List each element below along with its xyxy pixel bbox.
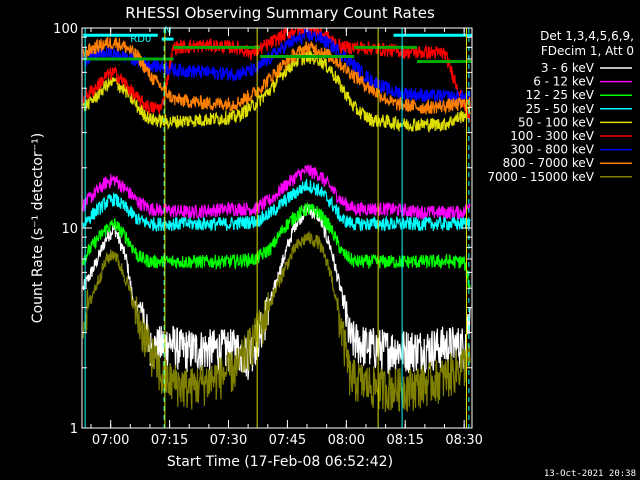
- series-line-7: [82, 36, 471, 115]
- legend-label-4: 50 - 100 keV: [518, 115, 595, 129]
- annotation-layer: RD0 N: [130, 25, 171, 45]
- series-line-5: [82, 28, 471, 122]
- series-line-4: [82, 50, 471, 134]
- y-axis-label: Count Rate (s⁻¹ detector⁻¹): [30, 133, 46, 323]
- legend-header-line-1: Det 1,3,4,5,6,9,: [540, 29, 634, 43]
- series-line-2: [82, 201, 471, 290]
- x-tick-label-0: 07:00: [92, 433, 129, 448]
- x-axis-label: Start Time (17-Feb-08 06:52:42): [167, 454, 393, 470]
- series-6: [82, 28, 471, 104]
- series-layer: [82, 28, 471, 413]
- series-2: [82, 201, 471, 290]
- series-4: [82, 50, 471, 134]
- x-tick-label-3: 07:45: [269, 433, 306, 448]
- footer-timestamp: 13-Oct-2021 20:38: [544, 469, 636, 479]
- legend-header-line-2: FDecim 1, Att 0: [541, 44, 634, 58]
- x-tick-label-6: 08:30: [445, 433, 482, 448]
- series-line-0: [82, 204, 471, 380]
- series-line-8: [82, 231, 471, 413]
- legend-label-8: 7000 - 15000 keV: [487, 170, 594, 184]
- series-line-6: [82, 28, 471, 104]
- chart-title: RHESSI Observing Summary Count Rates: [125, 4, 435, 22]
- y-tick-label-1: 10: [61, 222, 78, 237]
- legend-label-1: 6 - 12 keV: [533, 75, 595, 89]
- legend: Det 1,3,4,5,6,9, FDecim 1, Att 0 3 - 6 k…: [487, 29, 634, 184]
- legend-label-7: 800 - 7000 keV: [503, 156, 595, 170]
- series-1: [82, 163, 471, 220]
- series-3: [82, 178, 471, 233]
- legend-label-0: 3 - 6 keV: [541, 61, 595, 75]
- legend-label-6: 300 - 800 keV: [510, 143, 594, 157]
- y-tick-label-0: 1: [70, 422, 78, 437]
- x-tick-label-2: 07:30: [210, 433, 247, 448]
- x-tick-label-1: 07:15: [151, 433, 188, 448]
- legend-label-3: 25 - 50 keV: [526, 102, 595, 116]
- series-8: [82, 231, 471, 413]
- series-7: [82, 36, 471, 115]
- series-5: [82, 28, 471, 122]
- annotation-1: N: [164, 25, 171, 36]
- y-axis: 1 10 100: [53, 22, 472, 437]
- x-tick-label-5: 08:15: [386, 433, 423, 448]
- legend-label-2: 12 - 25 keV: [526, 88, 595, 102]
- legend-label-5: 100 - 300 keV: [510, 129, 594, 143]
- series-line-1: [82, 163, 471, 220]
- annotation-0: RD0: [130, 34, 151, 45]
- x-tick-label-4: 08:00: [328, 433, 365, 448]
- series-0: [82, 204, 471, 380]
- x-axis: 07:00 07:15 07:30 07:45 08:00 08:15 08:30: [90, 28, 483, 448]
- y-tick-label-2: 100: [53, 22, 78, 37]
- series-line-3: [82, 178, 471, 233]
